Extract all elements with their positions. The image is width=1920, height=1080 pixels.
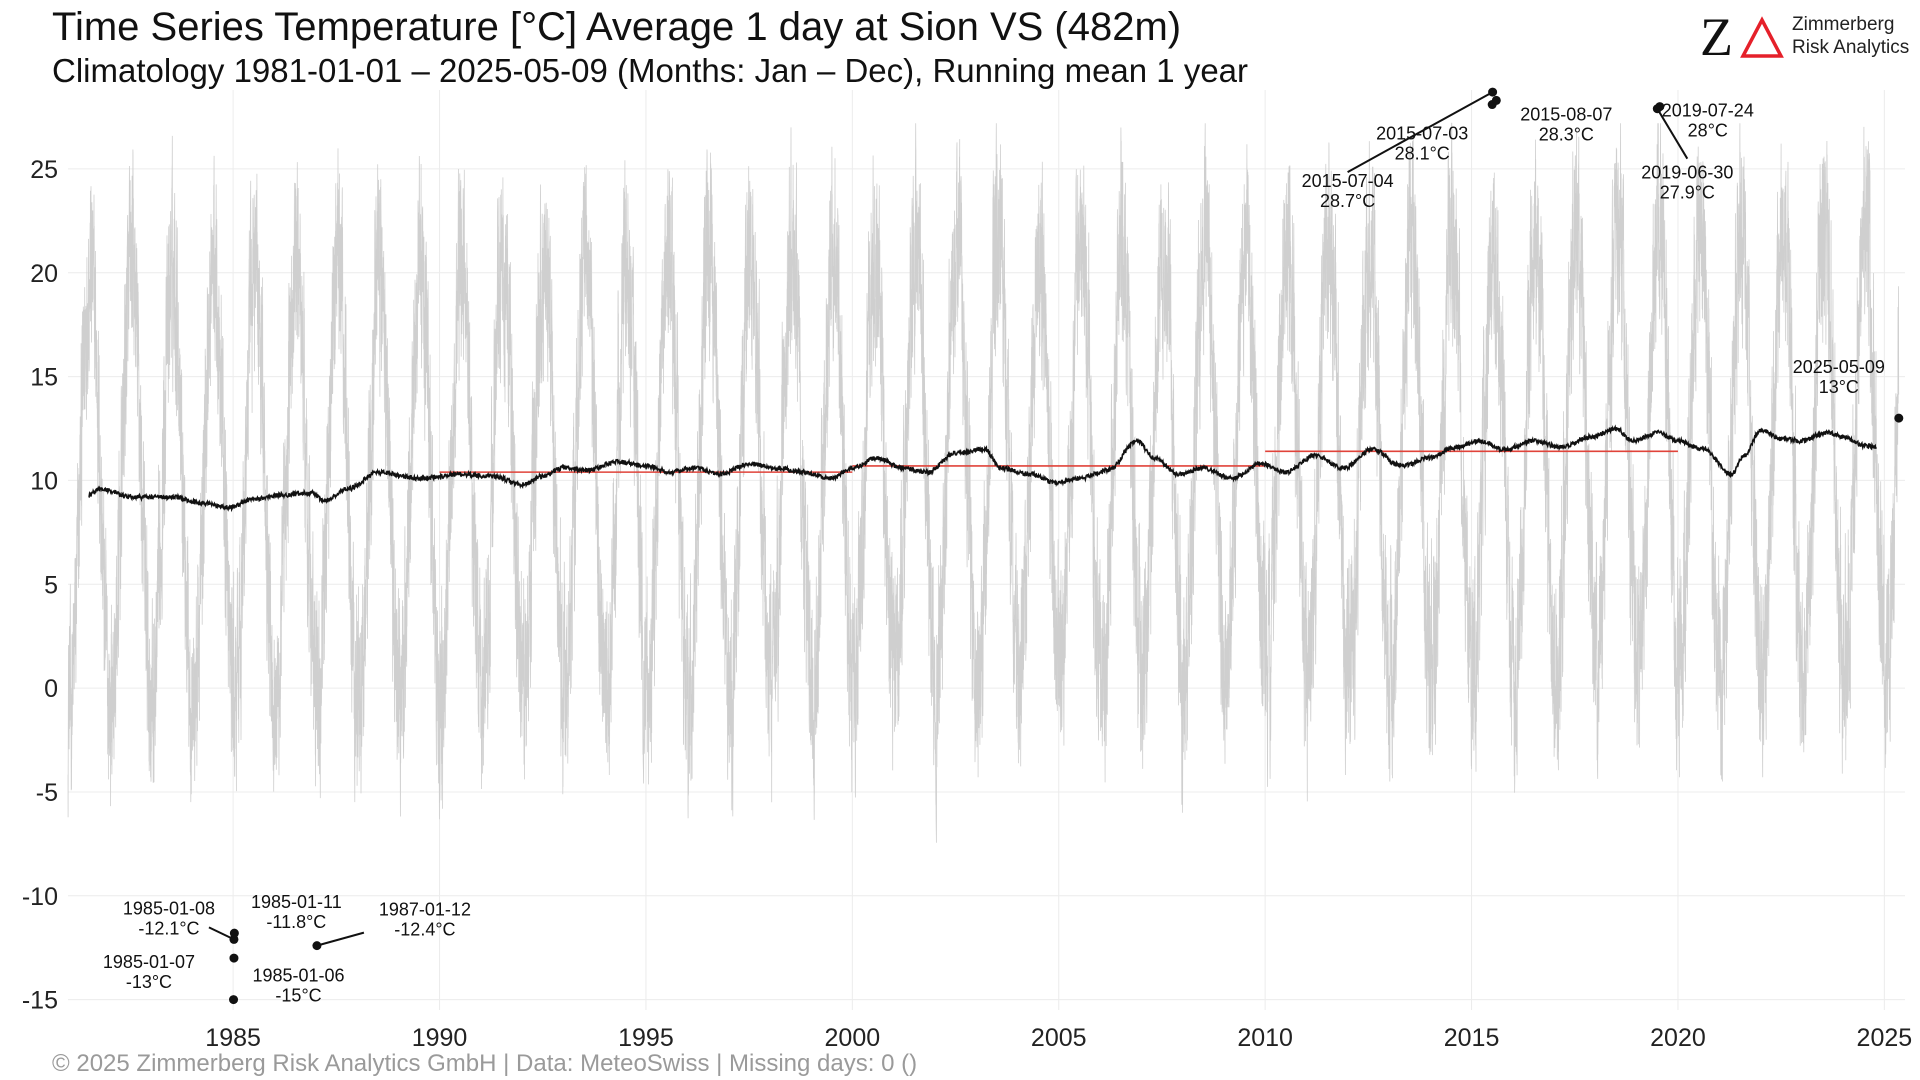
x-tick-label: 1990	[412, 1024, 468, 1052]
extreme-value-label: -15°C	[275, 986, 321, 1006]
x-tick-label: 2000	[825, 1024, 881, 1052]
extreme-value-label: 27.9°C	[1660, 183, 1715, 203]
chart-subtitle: Climatology 1981-01-01 – 2025-05-09 (Mon…	[52, 52, 1249, 89]
annotation-leader	[316, 931, 365, 947]
annotation-leader	[1656, 108, 1689, 160]
logo-z-mark: Z	[1700, 7, 1733, 67]
extreme-point	[229, 995, 239, 1005]
extreme-value-label: 28.1°C	[1395, 144, 1450, 164]
y-tick-label: 0	[44, 675, 58, 703]
y-tick-label: 10	[30, 467, 58, 495]
x-tick-label: 2020	[1650, 1024, 1706, 1052]
running-mean-line	[88, 424, 1877, 513]
extreme-value-label: -12.1°C	[138, 918, 199, 938]
y-tick-label: -5	[36, 779, 58, 807]
footer-credit: © 2025 Zimmerberg Risk Analytics GmbH | …	[52, 1050, 918, 1077]
extreme-date-label: 1985-01-11	[251, 892, 342, 912]
extreme-date-label: 2015-08-07	[1520, 104, 1612, 124]
extreme-value-label: 28.7°C	[1320, 191, 1375, 211]
extreme-point	[312, 941, 322, 951]
chart-title: Time Series Temperature [°C] Average 1 d…	[52, 5, 1182, 49]
extreme-point	[1488, 87, 1498, 97]
extreme-value-label: 28.3°C	[1539, 124, 1594, 144]
logo-company-tagline: Risk Analytics	[1792, 37, 1910, 58]
x-tick-label: 2025	[1857, 1024, 1913, 1052]
daily-temperature-series	[67, 122, 1900, 843]
y-tick-label: 15	[30, 364, 58, 392]
annotation-leader	[1347, 91, 1494, 173]
y-tick-label: -10	[22, 883, 58, 911]
extreme-point	[229, 953, 239, 963]
extreme-value-label: 28°C	[1688, 121, 1728, 141]
company-logo: Z Zimmerberg Risk Analytics	[1700, 7, 1909, 68]
extreme-date-label: 2019-06-30	[1641, 163, 1733, 183]
extreme-date-label: 2015-07-04	[1302, 171, 1394, 191]
x-tick-label: 1995	[618, 1024, 674, 1052]
extreme-date-label: 2015-07-03	[1376, 124, 1468, 144]
extreme-date-label: 1987-01-12	[379, 900, 471, 920]
y-tick-label: 5	[44, 571, 58, 599]
extreme-value-label: 13°C	[1819, 377, 1859, 397]
y-tick-label: 20	[30, 260, 58, 288]
extreme-point	[229, 928, 239, 938]
annotation-leader	[208, 926, 235, 941]
extreme-value-label: -12.4°C	[394, 920, 455, 940]
y-tick-label: -15	[22, 987, 58, 1015]
extreme-date-label: 1985-01-06	[252, 966, 344, 986]
logo-delta-icon	[1740, 16, 1784, 58]
extreme-date-label: 2019-07-24	[1662, 101, 1754, 121]
extreme-date-label: 1985-01-08	[123, 898, 215, 918]
x-tick-label: 2005	[1031, 1024, 1087, 1052]
x-tick-label: 1985	[205, 1024, 261, 1052]
extreme-point	[1894, 413, 1904, 423]
x-tick-label: 2015	[1444, 1024, 1500, 1052]
logo-company-name: Zimmerberg	[1792, 14, 1895, 35]
extreme-value-label: -13°C	[126, 972, 172, 992]
y-tick-label: 25	[30, 156, 58, 184]
extreme-date-label: 2025-05-09	[1793, 357, 1885, 377]
extreme-point	[1491, 95, 1501, 105]
x-tick-label: 2010	[1237, 1024, 1293, 1052]
extreme-date-label: 1985-01-07	[103, 952, 195, 972]
extreme-value-label: -11.8°C	[266, 912, 326, 932]
extreme-point	[1652, 104, 1662, 114]
